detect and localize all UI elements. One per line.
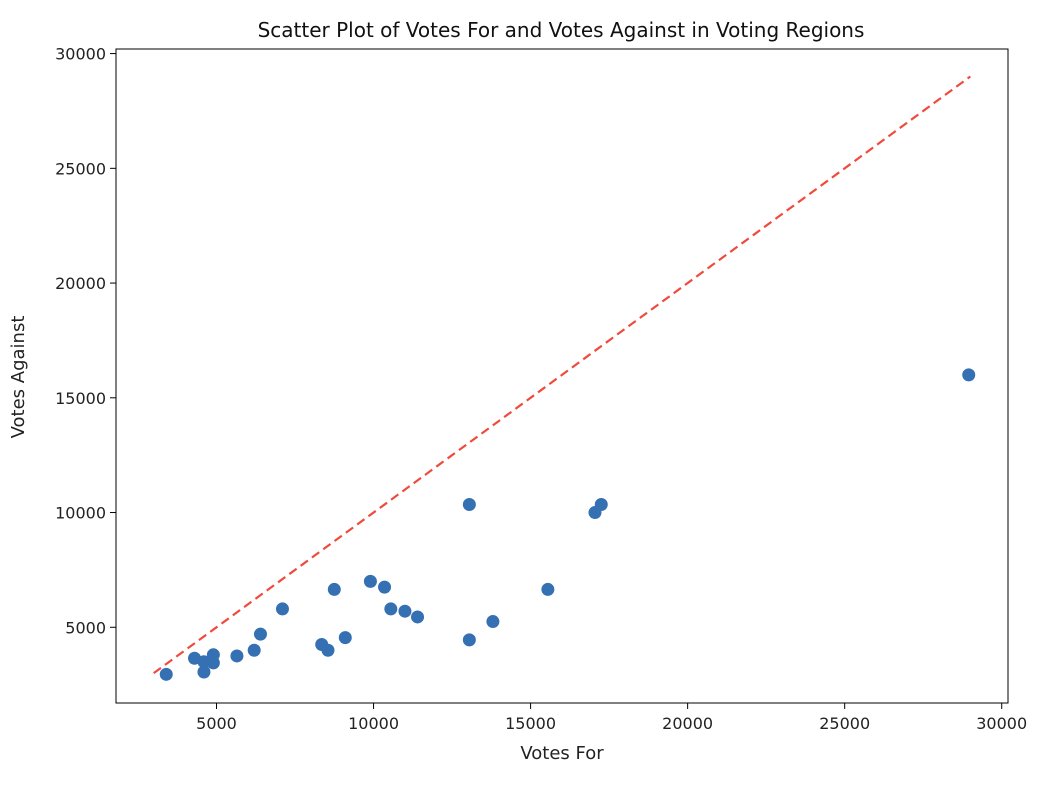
- y-axis: 5000 10000 15000 20000 25000 30000: [55, 45, 116, 637]
- x-axis-title: Votes For: [520, 743, 604, 764]
- data-point: [247, 643, 261, 657]
- x-tick-label: 25000: [819, 714, 870, 733]
- y-tick-label: 15000: [55, 389, 106, 408]
- data-point: [338, 631, 352, 645]
- plot-marks: [153, 75, 976, 681]
- data-point: [486, 615, 500, 629]
- y-tick-label: 30000: [55, 45, 106, 64]
- x-tick-label: 5000: [196, 714, 237, 733]
- reference-line: [153, 75, 971, 675]
- chart-title: Scatter Plot of Votes For and Votes Agai…: [258, 18, 865, 42]
- data-point: [398, 604, 412, 618]
- data-point: [197, 665, 211, 679]
- data-point: [206, 648, 220, 662]
- data-point: [275, 602, 289, 616]
- data-point: [462, 498, 476, 512]
- data-point: [159, 667, 173, 681]
- x-axis: 5000 10000 15000 20000 25000 30000: [196, 703, 1027, 733]
- data-point: [384, 602, 398, 616]
- y-tick-label: 25000: [55, 159, 106, 178]
- data-point: [541, 582, 555, 596]
- y-tick-label: 20000: [55, 274, 106, 293]
- x-tick-label: 10000: [348, 714, 399, 733]
- data-point: [378, 580, 392, 594]
- x-tick-label: 30000: [976, 714, 1027, 733]
- data-point: [197, 655, 211, 669]
- data-point: [462, 633, 476, 647]
- y-tick-label: 10000: [55, 504, 106, 523]
- data-point: [327, 582, 341, 596]
- data-point: [253, 627, 267, 641]
- plot-frame: [115, 48, 1009, 704]
- data-point: [411, 610, 425, 624]
- y-tick-label: 5000: [65, 618, 106, 637]
- y-axis-title: Votes Against: [8, 316, 29, 439]
- data-point: [230, 649, 244, 663]
- data-point: [321, 643, 335, 657]
- x-tick-label: 15000: [505, 714, 556, 733]
- data-point: [363, 574, 377, 588]
- data-point: [594, 498, 608, 512]
- x-tick-label: 20000: [662, 714, 713, 733]
- data-point: [962, 368, 976, 382]
